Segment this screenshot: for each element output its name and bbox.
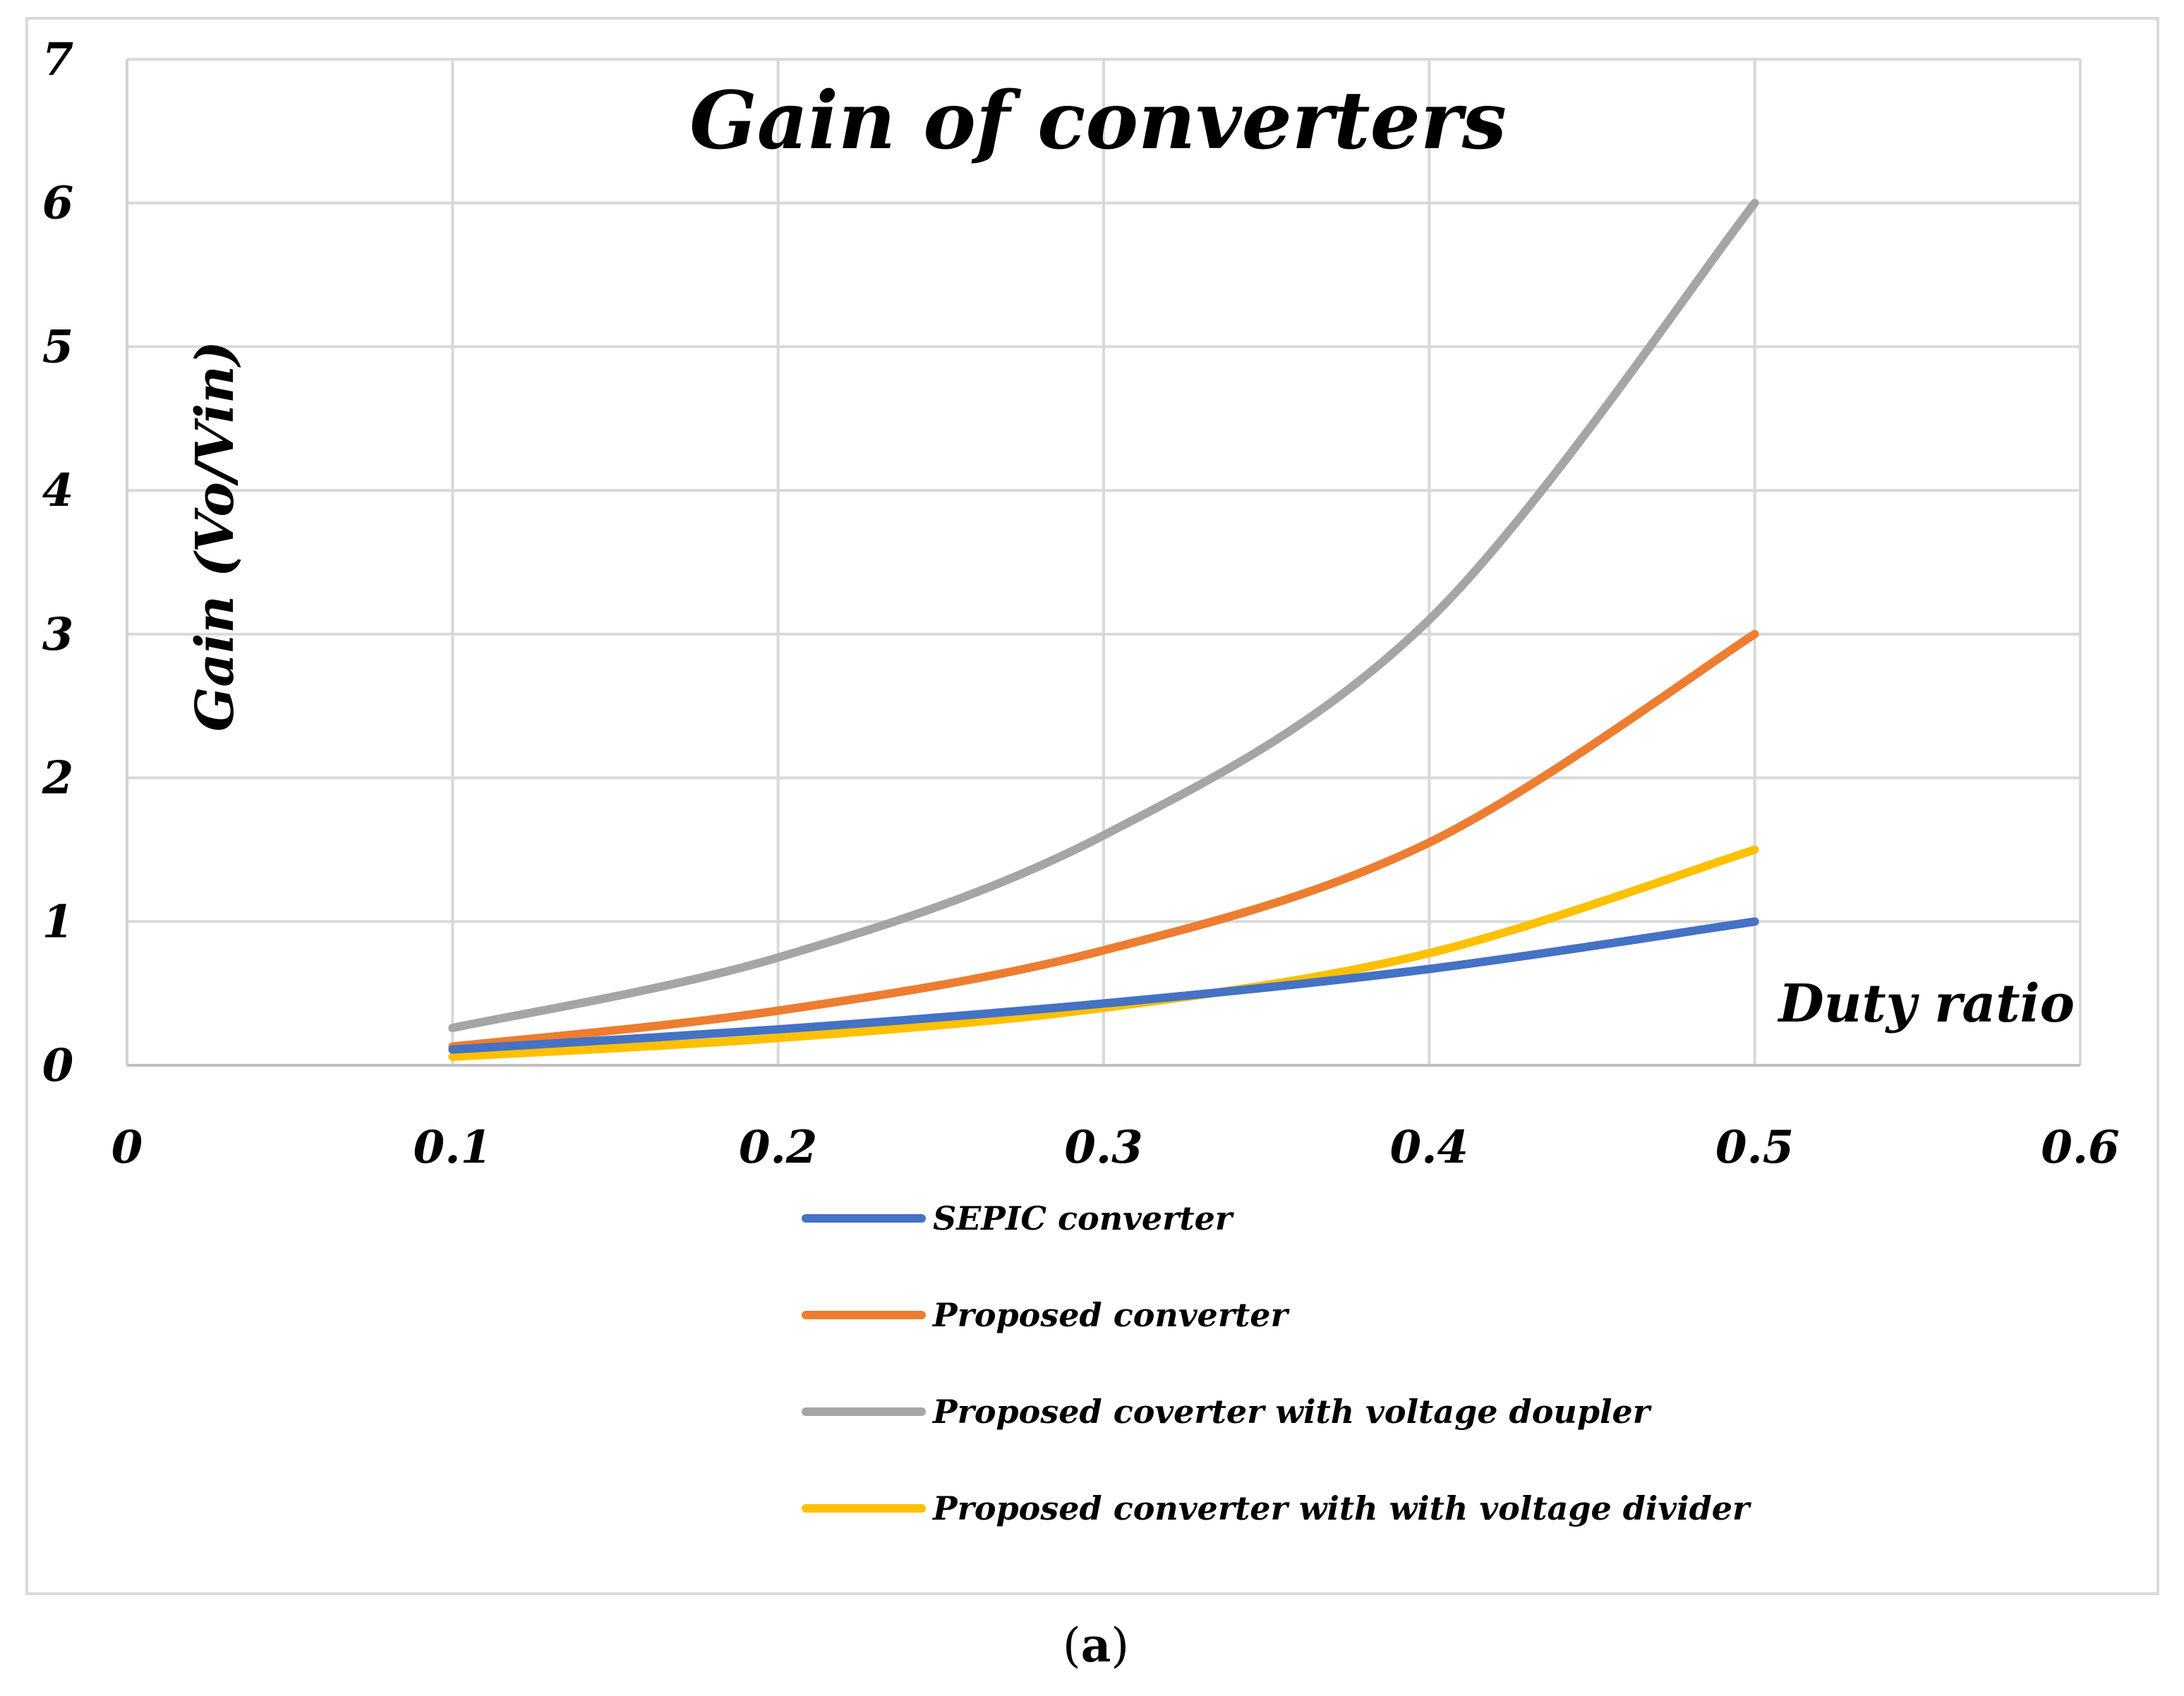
series-line-sepic-converter <box>448 917 1759 1054</box>
legend-entry: Proposed converter with with voltage div… <box>802 1489 1752 1527</box>
caption-close-paren: ) <box>1111 1618 1129 1673</box>
grid <box>127 58 2082 1065</box>
series-line-proposed-coverter-with-voltage-doupler <box>448 198 1759 1033</box>
legend-label: SEPIC converter <box>933 1199 1235 1237</box>
y-axis-title: Gain (Vo/Vin) <box>185 341 246 732</box>
caption-letter: a <box>1081 1618 1111 1673</box>
legend-label: Proposed converter <box>931 1296 1291 1334</box>
legend: SEPIC converter Proposed converter Propose… <box>802 1199 1752 1527</box>
x-tick-label: 0.2 <box>739 1121 817 1174</box>
x-tick-label: 0.1 <box>414 1121 492 1174</box>
y-tick-label: 6 <box>42 177 74 230</box>
legend-entry: Proposed coverter with voltage doupler <box>802 1393 1653 1431</box>
y-tick-label: 2 <box>42 752 74 805</box>
legend-label: Proposed converter with with voltage div… <box>931 1489 1752 1527</box>
x-axis-title: Duty ratio <box>1777 974 2075 1034</box>
x-axis-ticks: 0 0.1 0.2 0.3 0.4 0.5 0.6 <box>111 1121 2120 1174</box>
x-tick-label: 0.5 <box>1715 1121 1794 1174</box>
y-tick-label: 1 <box>42 895 74 948</box>
y-tick-label: 3 <box>42 608 74 661</box>
legend-label: Proposed coverter with voltage doupler <box>931 1393 1653 1431</box>
y-tick-label: 7 <box>42 33 74 86</box>
x-tick-label: 0.4 <box>1390 1121 1468 1174</box>
figure-caption: (a) <box>1063 1618 1129 1673</box>
y-tick-label: 5 <box>42 320 74 373</box>
x-tick-label: 0.3 <box>1064 1121 1142 1174</box>
x-tick-label: 0 <box>111 1121 143 1174</box>
chart-frame <box>25 17 2159 1595</box>
y-tick-label: 4 <box>42 464 74 517</box>
axes <box>126 59 2080 1067</box>
caption-open-paren: ( <box>1063 1618 1081 1673</box>
x-tick-label: 0.6 <box>2041 1121 2119 1174</box>
y-tick-label: 0 <box>42 1039 74 1092</box>
series-line-proposed-converter-with-with-voltage-divider <box>448 845 1759 1061</box>
series-line-proposed-converter <box>448 629 1759 1051</box>
chart-title: Gain of converters <box>689 75 1507 167</box>
y-axis-ticks: 0 1 2 3 4 5 6 7 <box>42 33 74 1092</box>
legend-entry: Proposed converter <box>802 1296 1291 1334</box>
series-lines <box>448 198 1759 1061</box>
legend-entry: SEPIC converter <box>802 1199 1235 1237</box>
